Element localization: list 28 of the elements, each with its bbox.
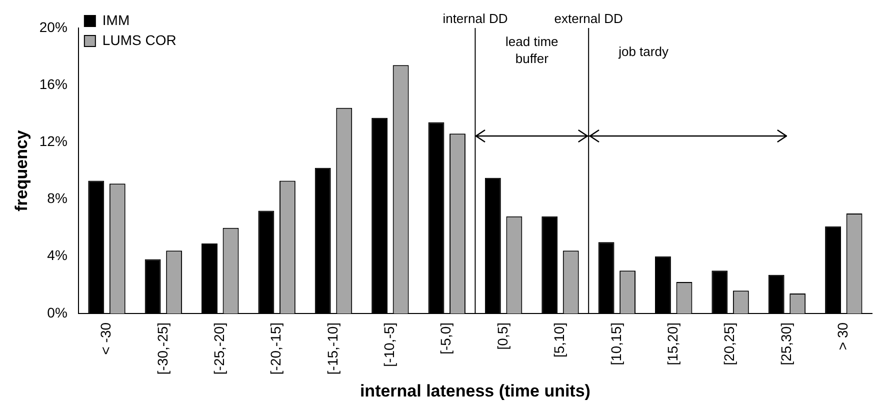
y-tick-label: 0% xyxy=(47,304,68,320)
annotation: job tardy xyxy=(618,44,669,60)
x-tick-label: [10,15] xyxy=(608,322,624,366)
x-tick-label: [-25,-20] xyxy=(210,322,227,375)
y-tick-label: 4% xyxy=(47,247,68,264)
x-axis-title: internal lateness (time units) xyxy=(360,381,590,400)
x-tick-label: [0,5] xyxy=(494,322,510,350)
x-tick-label: [-10,-5] xyxy=(381,322,398,367)
x-tick-label: > 30 xyxy=(834,322,851,350)
y-tick-label: 16% xyxy=(39,76,68,92)
annotation: lead time buffer xyxy=(506,34,558,66)
legend-label: IMM xyxy=(102,12,130,28)
x-tick-label: [5,10] xyxy=(551,322,568,358)
y-tick-label: 8% xyxy=(47,190,68,206)
x-tick-label: [-15,-10] xyxy=(324,322,340,375)
x-tick-label: < -30 xyxy=(98,322,114,355)
x-tick-label: [20,25] xyxy=(721,322,738,366)
text: internal DD xyxy=(442,11,508,26)
x-tick-label: [-5,0] xyxy=(438,322,454,354)
text: external DD xyxy=(554,11,623,26)
legend-label: LUMS COR xyxy=(102,32,176,48)
x-tick-label: [-30,-25] xyxy=(154,322,170,375)
x-tick-label: [-20,-15] xyxy=(268,322,284,375)
x-tick-label: [25,30] xyxy=(778,322,794,366)
y-tick-label: 20% xyxy=(39,18,68,35)
y-axis-title: frequency xyxy=(12,130,31,212)
y-tick-label: 12% xyxy=(39,133,68,150)
x-tick-label: [15,20] xyxy=(664,322,680,366)
